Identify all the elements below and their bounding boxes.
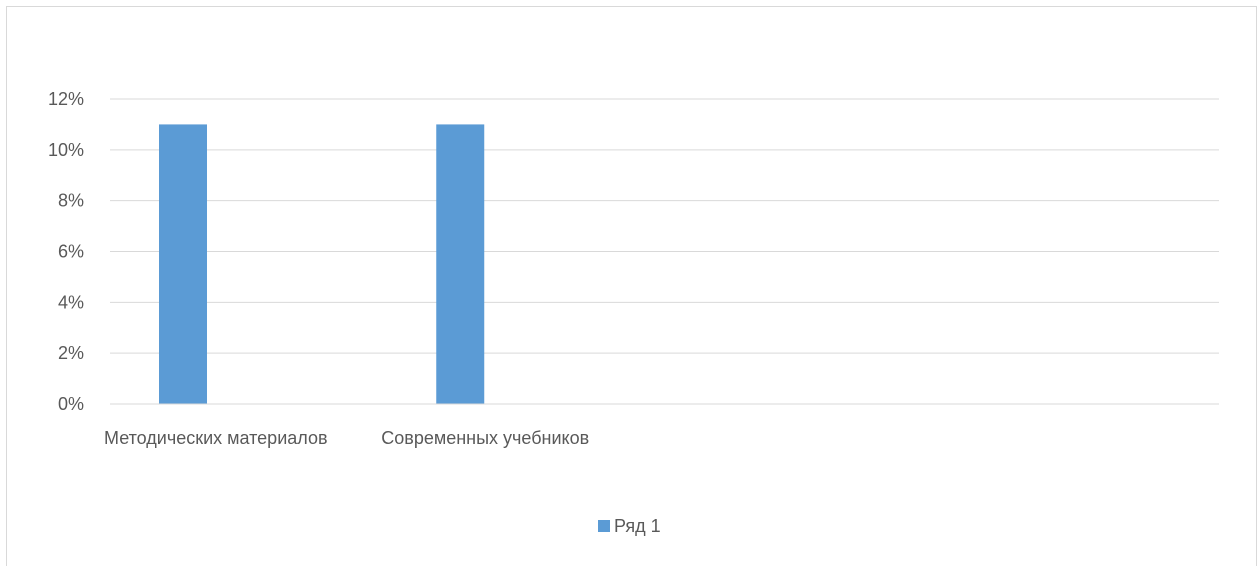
- y-tick-label: 4%: [58, 292, 84, 312]
- x-category-label: Современных учебников: [381, 428, 589, 448]
- gridlines: [110, 98, 1219, 354]
- legend: Ряд 1: [598, 516, 661, 536]
- x-category-label: Методических материалов: [104, 428, 328, 448]
- y-tick-label: 2%: [58, 343, 84, 363]
- y-tick-label: 6%: [58, 242, 84, 262]
- y-tick-label: 8%: [58, 191, 84, 211]
- y-tick-label: 10%: [48, 140, 84, 160]
- bar: [436, 124, 485, 405]
- y-tick-label: 0%: [58, 394, 84, 414]
- legend-label: Ряд 1: [614, 516, 661, 536]
- y-tick-label: 12%: [48, 89, 84, 109]
- bar: [159, 124, 207, 405]
- bars: [159, 124, 485, 405]
- x-axis-category-labels: Методических материалов Современных учебн…: [104, 428, 589, 448]
- legend-swatch: [598, 520, 610, 532]
- y-axis-tick-labels: 0% 2% 4% 6% 8% 10% 12%: [48, 89, 84, 414]
